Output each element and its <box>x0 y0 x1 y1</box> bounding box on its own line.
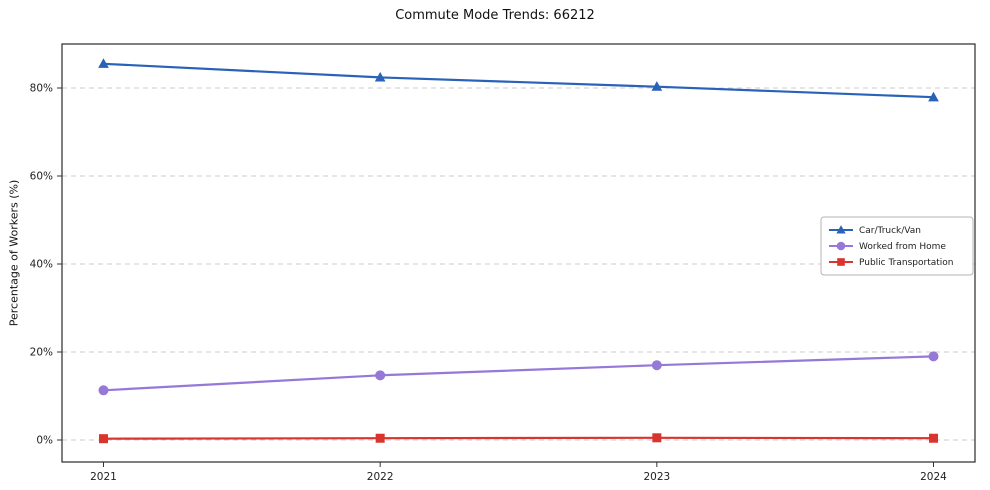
plot-frame <box>61 43 976 463</box>
y-tick-label: 60% <box>30 171 53 183</box>
marker-circle <box>375 370 386 381</box>
marker-square <box>99 434 108 444</box>
legend-label-car-truck-van: Car/Truck/Van <box>859 226 921 236</box>
legend: Car/Truck/Van Worked from Home Public Tran… <box>820 216 974 276</box>
marker-circle <box>98 385 109 396</box>
x-tick-label: 2021 <box>90 471 117 483</box>
legend-label-public-transportation: Public Transportation <box>859 258 953 268</box>
marker-triangle <box>98 58 109 68</box>
chart-title: Commute Mode Trends: 66212 <box>395 8 595 23</box>
series-line-public-transportation <box>102 436 935 440</box>
marker-square <box>375 433 385 443</box>
y-tick-label: 20% <box>30 347 53 359</box>
series-line-worked-from-home <box>102 355 935 392</box>
marker-triangle <box>374 71 386 82</box>
marker-circle <box>928 351 939 362</box>
legend-box <box>820 216 974 276</box>
x-tick-label: 2022 <box>367 471 394 483</box>
marker-circle <box>836 241 846 251</box>
marker-triangle <box>836 225 846 234</box>
marker-circle <box>651 360 662 371</box>
marker-triangle <box>651 81 663 91</box>
y-tick-label: 40% <box>30 259 53 271</box>
x-tick-label: 2024 <box>920 471 947 483</box>
x-tick-label: 2023 <box>643 471 670 483</box>
y-tick-label: 0% <box>36 435 53 447</box>
marker-square <box>929 433 938 443</box>
y-tick-label: 80% <box>30 83 53 95</box>
series-line-car-truck-van <box>102 62 935 99</box>
legend-label-worked-from-home: Worked from Home <box>859 242 946 252</box>
marker-triangle <box>928 91 939 102</box>
marker-square <box>652 433 662 443</box>
marker-square <box>837 258 845 266</box>
